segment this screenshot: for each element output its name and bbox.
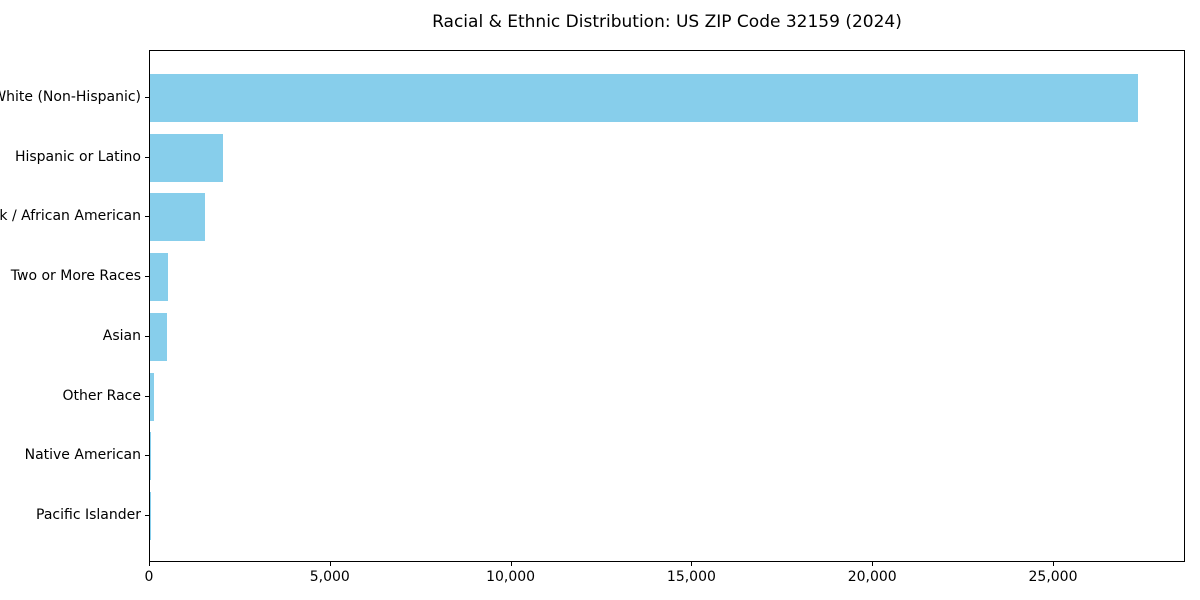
bar-pacific-islander: [150, 492, 151, 540]
y-tick-mark: [145, 216, 149, 218]
y-tick-mark: [145, 335, 149, 337]
chart-title: Racial & Ethnic Distribution: US ZIP Cod…: [432, 12, 902, 32]
y-tick-mark: [145, 97, 149, 98]
y-axis-label-hispanic-or-latino: Hispanic or Latino: [14, 148, 141, 165]
x-tick-mark: [510, 562, 512, 566]
x-tick-mark: [872, 562, 874, 566]
y-tick-mark: [145, 515, 149, 516]
y-axis-label-pacific-islander: Pacific Islander: [36, 507, 141, 523]
x-tick-mark: [1053, 562, 1054, 566]
bar-black-african-american: [150, 193, 206, 242]
x-tick-label: 25,000: [1028, 569, 1078, 585]
bar-two-or-more-races: [150, 253, 169, 302]
x-tick-label: 5,000: [309, 569, 350, 585]
y-axis-label-other-race: Other Race: [62, 387, 141, 404]
x-tick-mark: [329, 562, 331, 566]
plot-area: [149, 50, 1185, 562]
x-tick-label: 15,000: [666, 569, 716, 585]
y-tick-mark: [145, 276, 149, 278]
x-tick-mark: [149, 562, 150, 566]
bar-hispanic-or-latino: [150, 133, 224, 182]
y-axis-label-black-african-american: Black / African American: [0, 208, 141, 225]
x-tick-mark: [691, 562, 693, 566]
bar-white-non-hispanic: [150, 74, 1138, 122]
y-tick-mark: [145, 395, 149, 397]
bar-asian: [150, 312, 167, 361]
x-tick-label: 0: [144, 569, 154, 585]
y-axis-label-white-non-hispanic: White (Non-Hispanic): [0, 89, 141, 105]
y-axis-label-asian: Asian: [102, 327, 141, 344]
y-tick-mark: [145, 455, 149, 457]
y-axis-label-native-american: Native American: [24, 447, 141, 464]
x-tick-label: 10,000: [486, 569, 536, 585]
x-tick-label: 20,000: [847, 569, 897, 585]
bar-other-race: [150, 372, 154, 421]
y-tick-mark: [145, 156, 149, 158]
y-axis-label-two-or-more-races: Two or More Races: [10, 268, 141, 285]
bar-native-american: [150, 432, 152, 481]
